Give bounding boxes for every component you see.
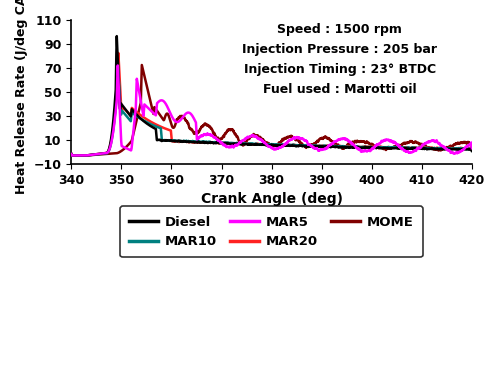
MAR10 bbox=[264, 142, 270, 147]
Diesel bbox=[114, 34, 120, 38]
MAR10 bbox=[115, 58, 121, 62]
MOME bbox=[469, 147, 475, 151]
Line: MAR5: MAR5 bbox=[72, 65, 472, 155]
MAR10 bbox=[68, 153, 74, 158]
Diesel bbox=[253, 142, 259, 146]
Diesel bbox=[458, 147, 464, 152]
Diesel bbox=[264, 143, 270, 148]
MAR5 bbox=[469, 146, 475, 151]
MOME bbox=[384, 147, 390, 151]
MOME bbox=[68, 152, 74, 156]
MAR20 bbox=[264, 142, 270, 147]
MOME bbox=[458, 140, 464, 145]
Line: MAR20: MAR20 bbox=[72, 53, 472, 155]
MAR20 bbox=[458, 146, 464, 150]
MAR20 bbox=[384, 146, 390, 150]
MAR10 bbox=[458, 146, 464, 151]
Diesel bbox=[68, 153, 74, 158]
MAR20 bbox=[469, 148, 475, 152]
MOME bbox=[458, 140, 464, 145]
MAR10 bbox=[68, 152, 74, 156]
MAR5 bbox=[458, 150, 464, 154]
MAR20 bbox=[89, 152, 95, 157]
Text: Speed : 1500 rpm
Injection Pressure : 205 bar
Injection Timing : 23° BTDC
Fuel u: Speed : 1500 rpm Injection Pressure : 20… bbox=[242, 23, 437, 96]
MAR5 bbox=[458, 150, 464, 154]
Diesel bbox=[469, 149, 475, 153]
MAR5 bbox=[384, 138, 390, 142]
MAR10 bbox=[384, 145, 390, 150]
MOME bbox=[68, 153, 74, 158]
MOME bbox=[264, 140, 270, 145]
MAR5 bbox=[115, 63, 121, 68]
MAR5 bbox=[264, 142, 270, 147]
MAR20 bbox=[458, 146, 464, 150]
Line: MOME: MOME bbox=[72, 65, 472, 155]
MOME bbox=[253, 134, 259, 138]
Line: Diesel: Diesel bbox=[72, 36, 472, 155]
MOME bbox=[139, 63, 145, 67]
MAR20 bbox=[68, 152, 74, 156]
MAR5 bbox=[253, 134, 259, 138]
Diesel bbox=[458, 147, 464, 152]
Diesel bbox=[89, 152, 95, 157]
MAR10 bbox=[469, 148, 475, 153]
MAR20 bbox=[68, 153, 74, 158]
MAR10 bbox=[253, 142, 259, 146]
MAR10 bbox=[89, 153, 95, 157]
MAR20 bbox=[116, 51, 121, 55]
Diesel bbox=[68, 152, 74, 156]
MAR20 bbox=[253, 142, 259, 147]
Legend: Diesel, MAR10, MAR5, MAR20, MOME: Diesel, MAR10, MAR5, MAR20, MOME bbox=[120, 206, 423, 257]
Line: MAR10: MAR10 bbox=[72, 60, 472, 155]
MAR5 bbox=[68, 153, 74, 158]
Y-axis label: Heat Release Rate (J/deg CA): Heat Release Rate (J/deg CA) bbox=[15, 0, 28, 194]
MOME bbox=[89, 153, 95, 157]
MAR5 bbox=[68, 152, 74, 156]
MAR10 bbox=[458, 146, 464, 151]
Diesel bbox=[384, 146, 390, 150]
MAR5 bbox=[89, 152, 95, 157]
X-axis label: Crank Angle (deg): Crank Angle (deg) bbox=[200, 192, 342, 206]
